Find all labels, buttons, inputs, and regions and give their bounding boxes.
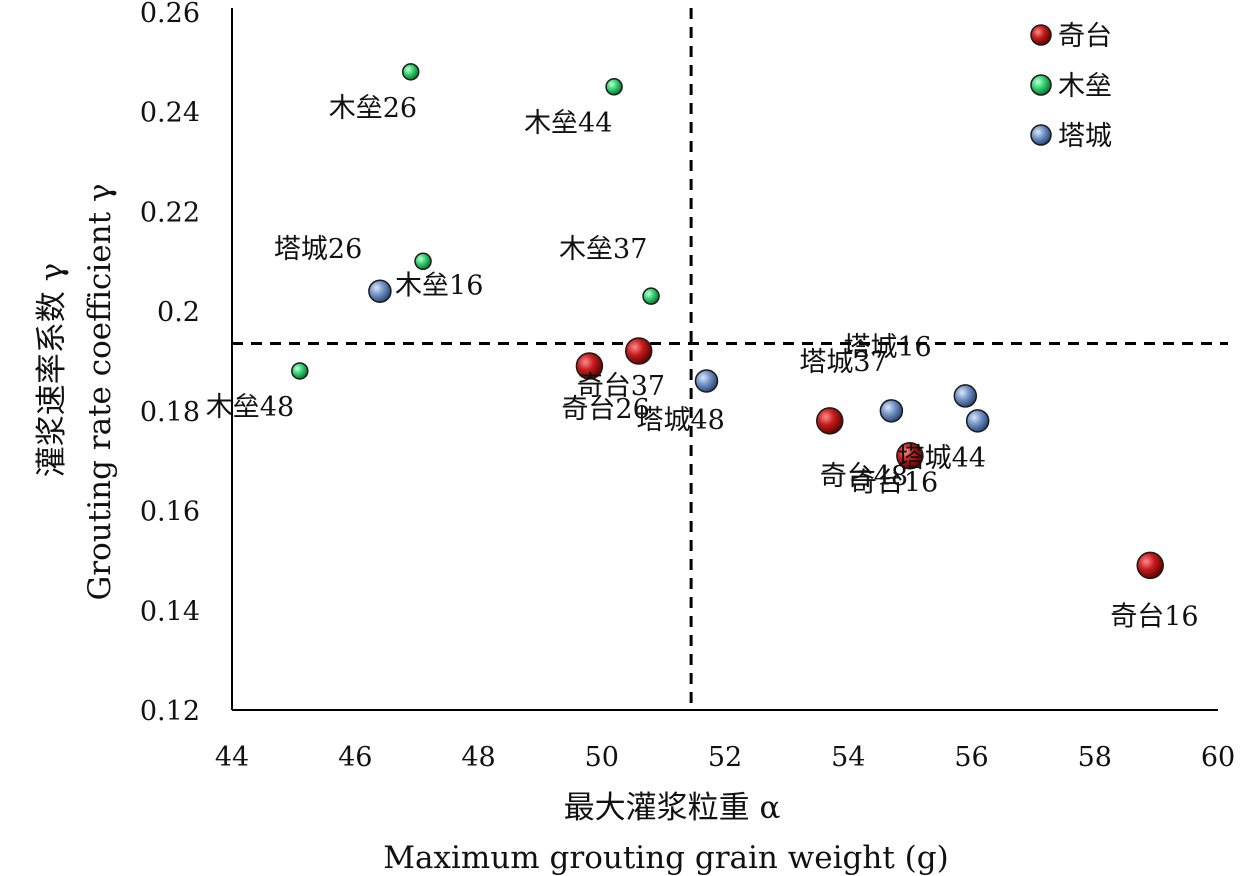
data-point bbox=[642, 287, 660, 305]
x-tick-label: 44 bbox=[215, 742, 249, 773]
y-tick-label: 0.12 bbox=[140, 696, 200, 727]
y-tick-label: 0.2 bbox=[157, 297, 200, 328]
y-tick-label: 0.22 bbox=[140, 197, 200, 228]
point-label: 奇台16 bbox=[1110, 601, 1198, 632]
y-tick-label: 0.14 bbox=[140, 596, 200, 627]
point-label: 塔城26 bbox=[274, 234, 362, 265]
point-label: 奇台16 bbox=[850, 468, 938, 499]
y-tick-labels: 0.12 0.14 0.16 0.18 0.2 0.22 0.24 0.26 bbox=[140, 0, 200, 727]
legend-label: 木垒 bbox=[1058, 71, 1112, 102]
data-point bbox=[965, 409, 990, 433]
y-tick-label: 0.18 bbox=[140, 397, 200, 428]
x-axis-title-cn: 最大灌浆粒重 α bbox=[564, 790, 781, 826]
data-point bbox=[953, 384, 978, 408]
data-point bbox=[694, 369, 719, 393]
y-tick-label: 0.16 bbox=[140, 497, 200, 528]
data-point bbox=[605, 78, 623, 96]
data-points bbox=[291, 63, 1164, 580]
data-point bbox=[1136, 551, 1164, 580]
data-point bbox=[816, 407, 844, 435]
x-tick-label: 52 bbox=[708, 742, 742, 773]
data-point bbox=[414, 252, 432, 271]
x-tick-label: 56 bbox=[954, 742, 988, 773]
point-label: 奇台48 bbox=[820, 461, 908, 492]
point-label: 木垒37 bbox=[559, 234, 647, 265]
x-tick-label: 46 bbox=[338, 742, 372, 773]
data-point bbox=[368, 279, 392, 303]
point-label: 木垒44 bbox=[524, 108, 612, 139]
y-axis-title-cn: 灌浆速率系数 γ bbox=[34, 263, 70, 477]
point-label: 塔城37 bbox=[799, 347, 887, 378]
y-tick-label: 0.26 bbox=[140, 0, 200, 29]
x-tick-label: 54 bbox=[831, 742, 865, 773]
data-point bbox=[624, 337, 653, 365]
data-point bbox=[879, 399, 904, 423]
x-tick-label: 48 bbox=[461, 742, 495, 773]
point-label: 塔城44 bbox=[898, 443, 986, 474]
data-point bbox=[401, 63, 420, 81]
data-point bbox=[575, 352, 604, 380]
y-axis-title-en: Grouting rate coefficient γ bbox=[82, 184, 118, 601]
point-label: 奇台26 bbox=[561, 394, 649, 425]
axes bbox=[231, 8, 1218, 711]
x-tick-label: 58 bbox=[1078, 742, 1112, 773]
point-label: 奇台37 bbox=[577, 371, 665, 402]
legend-label: 塔城 bbox=[1058, 121, 1112, 152]
data-point bbox=[291, 362, 309, 380]
point-label: 塔城48 bbox=[637, 405, 725, 436]
y-tick-label: 0.24 bbox=[140, 98, 200, 129]
data-point bbox=[896, 441, 924, 470]
x-tick-label: 50 bbox=[585, 742, 619, 773]
point-label: 木垒16 bbox=[395, 270, 483, 301]
point-label: 塔城16 bbox=[843, 332, 931, 363]
x-tick-label: 60 bbox=[1201, 742, 1235, 773]
reference-lines bbox=[232, 8, 1228, 710]
legend-marker bbox=[1030, 124, 1052, 146]
x-axis-title-en: Maximum grouting grain weight (g) bbox=[383, 840, 948, 876]
point-label: 木垒48 bbox=[206, 392, 294, 423]
x-tick-labels: 44 46 48 50 52 54 56 58 60 bbox=[215, 742, 1235, 773]
point-label: 木垒26 bbox=[329, 93, 417, 124]
legend-marker bbox=[1030, 74, 1052, 96]
legend-label: 奇台 bbox=[1058, 21, 1112, 52]
legend-marker bbox=[1030, 24, 1052, 46]
